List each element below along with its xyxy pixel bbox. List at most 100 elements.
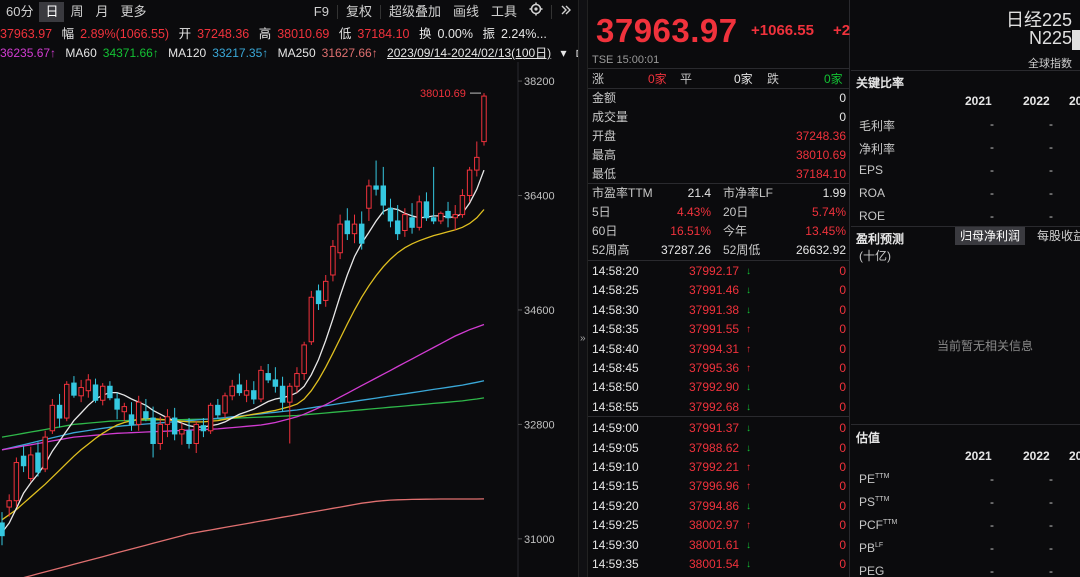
tick-row: 14:58:50 37992.90 ↓ 0 <box>592 378 846 397</box>
amount-label: 金额 <box>592 91 617 105</box>
tick-volume: 0 <box>839 518 846 533</box>
candle-body <box>294 373 300 387</box>
ma-first-value: 36235.67↑ <box>0 46 57 60</box>
more-periods-button[interactable]: 更多 <box>120 4 147 19</box>
double-chevron-right-icon[interactable] <box>554 2 578 22</box>
candle-body <box>279 385 286 403</box>
week52-low-value: 26632.92 <box>795 243 846 257</box>
period-day-button[interactable]: 日 <box>39 2 65 22</box>
arrow-down-icon: ↓ <box>746 500 751 512</box>
ratio-value: - <box>990 209 994 223</box>
year-header: 20 <box>1069 449 1080 463</box>
f9-button[interactable]: F9 <box>313 4 329 19</box>
collapse-chevron-icon[interactable]: » <box>580 333 586 344</box>
candle-body <box>13 462 20 502</box>
index-name: 日经225 <box>1005 10 1072 30</box>
advance-decline-row: 涨 0家 平 0家 跌 0家 <box>592 70 846 88</box>
tick-row: 14:59:20 37994.86 ↓ 0 <box>592 497 846 516</box>
tick-volume: 0 <box>839 479 846 494</box>
d60-value: 16.51% <box>670 224 711 238</box>
tick-row: 14:58:20 37992.17 ↓ 0 <box>592 262 846 281</box>
candle-body <box>207 404 214 432</box>
exchange-timestamp: TSE 15:00:01 <box>592 54 660 66</box>
candle-body <box>430 217 437 222</box>
period-60min-button[interactable]: 60分 <box>6 4 34 19</box>
ytd-label: 今年 <box>723 224 748 238</box>
week52-low-label: 52周低 <box>723 243 761 257</box>
candle-body <box>330 245 336 276</box>
divider <box>588 260 850 261</box>
period-week-button[interactable]: 周 <box>70 4 84 19</box>
open-value: 37248.36 <box>795 129 846 143</box>
period-month-button[interactable]: 月 <box>95 4 109 19</box>
tick-volume: 0 <box>839 322 846 337</box>
arrow-down-icon: ↓ <box>746 401 751 413</box>
volume-value: 0 <box>839 110 846 124</box>
super-overlay-button[interactable]: 超级叠加 <box>388 4 441 19</box>
valuation-value: - <box>1049 564 1053 577</box>
arrow-up-icon: ↑ <box>746 343 751 355</box>
tick-price: 38001.54 <box>689 557 740 571</box>
index-switch-tab[interactable] <box>1072 30 1080 50</box>
low-row: 最低 37184.10 <box>592 164 846 184</box>
ma-fast-line <box>1 169 485 533</box>
candle-body <box>20 455 27 467</box>
tick-price: 37988.62 <box>689 440 740 455</box>
valuation-value: - <box>1049 518 1053 532</box>
candlestick-chart[interactable]: 38200 36400 34600 32800 31000 38010.69 <box>0 62 578 577</box>
amount-row: 金额 0 <box>592 88 846 108</box>
open-value: 37248.36 <box>197 27 250 41</box>
pe-label: 市盈率TTM <box>592 186 653 200</box>
restore-button[interactable]: 复权 <box>345 4 372 19</box>
candle-body <box>416 201 422 228</box>
arrow-down-icon: ↓ <box>746 304 751 316</box>
candle-body <box>265 373 271 381</box>
tick-time: 14:59:05 <box>592 440 639 455</box>
arrow-down-icon: ↓ <box>746 382 751 394</box>
valuation-value: - <box>1049 472 1053 486</box>
tick-price: 37994.31 <box>689 341 740 356</box>
draw-line-button[interactable]: 画线 <box>452 4 479 19</box>
candle-body <box>128 414 135 425</box>
candle-body <box>394 220 401 235</box>
high-row: 最高 38010.69 <box>592 145 846 165</box>
max-price-label: 38010.69 <box>420 88 466 100</box>
flat-label: 平 <box>680 72 693 86</box>
tick-time: 14:58:35 <box>592 322 639 337</box>
ma-mid-line <box>1 209 485 521</box>
panel-collapse-handle[interactable]: » <box>578 0 588 577</box>
lock-icon[interactable] <box>576 46 578 60</box>
tick-time: 14:58:45 <box>592 361 639 375</box>
kline-chart-panel[interactable]: 60分 日 周 月 更多 F9 复权 超级叠加 画线 工具 37963.97 幅… <box>0 0 578 577</box>
tab-net-profit[interactable]: 归母净利润 <box>955 227 1026 245</box>
candle-body <box>99 385 106 401</box>
date-range[interactable]: 2023/09/14-2024/02/13(100日) <box>387 46 552 60</box>
tick-price: 37992.68 <box>689 399 740 414</box>
gear-icon[interactable] <box>523 2 549 22</box>
ma60-line <box>1 323 485 451</box>
valuation-value: - <box>990 472 994 486</box>
candle-body <box>215 404 221 416</box>
close-value: 37963.97 <box>0 27 53 41</box>
tick-volume: 0 <box>839 361 846 375</box>
candle-body <box>481 95 487 143</box>
divider <box>588 183 850 184</box>
candle-body <box>78 387 84 397</box>
ratio-value: - <box>1049 209 1053 223</box>
tab-eps[interactable]: 每股收益 <box>1037 229 1080 243</box>
range-dropdown-icon[interactable]: ▾ <box>560 46 567 60</box>
arrow-down-icon: ↓ <box>746 423 751 435</box>
d20-value: 5.74% <box>811 205 846 219</box>
pe-value: 21.4 <box>687 186 711 200</box>
candle-body <box>135 401 142 425</box>
tick-row: 14:59:05 37988.62 ↓ 0 <box>592 439 846 458</box>
tick-time: 14:58:40 <box>592 341 639 356</box>
ratio-label: 净利率 <box>859 142 896 156</box>
candle-body <box>308 296 315 343</box>
tick-row: 14:59:35 38001.54 ↓ 0 <box>592 555 846 574</box>
candle-body <box>315 290 322 305</box>
unit-label: (十亿) <box>859 249 891 263</box>
volume-label: 成交量 <box>592 110 629 124</box>
ratio-value: - <box>990 163 994 177</box>
tools-button[interactable]: 工具 <box>490 4 517 19</box>
